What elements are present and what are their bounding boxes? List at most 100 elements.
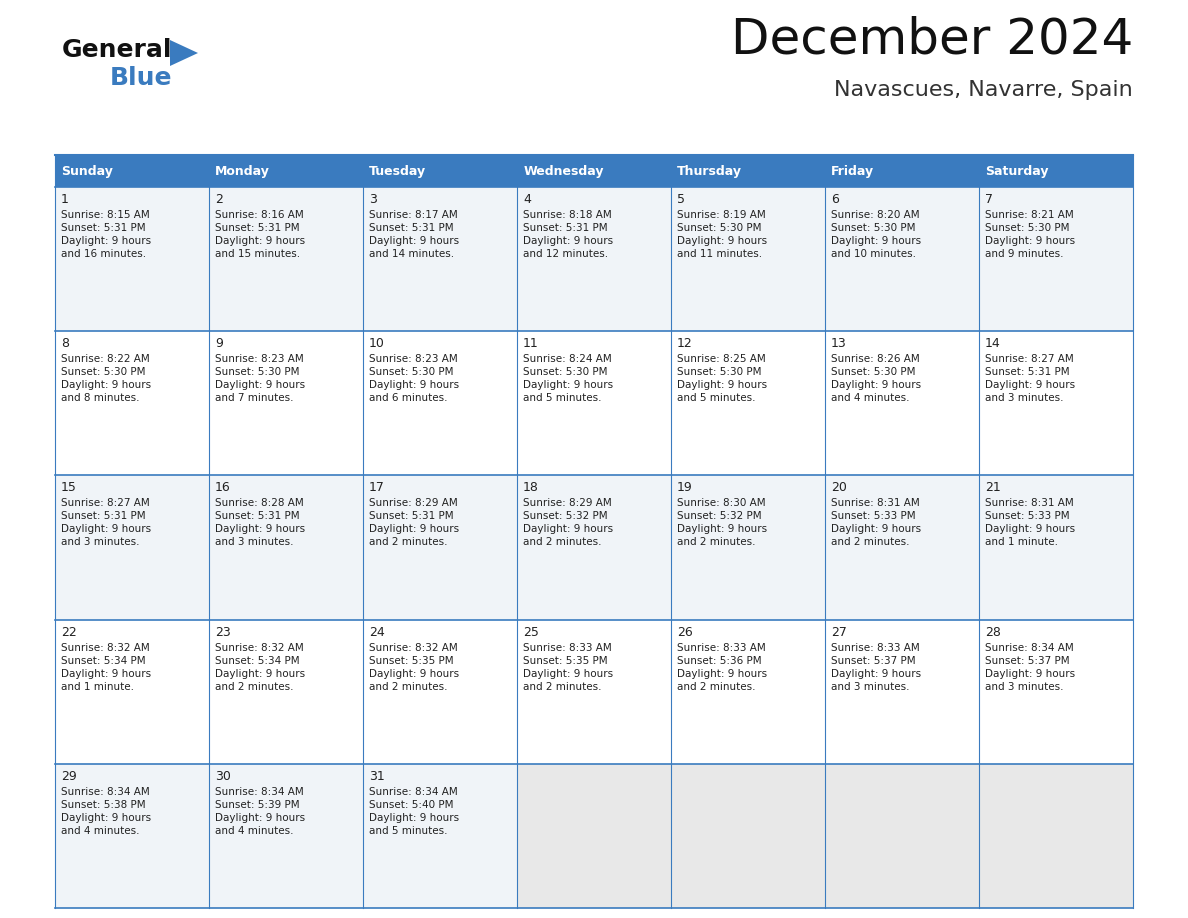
- Text: Sunrise: 8:32 AM: Sunrise: 8:32 AM: [215, 643, 304, 653]
- Text: Sunset: 5:37 PM: Sunset: 5:37 PM: [985, 655, 1069, 666]
- Bar: [364, 187, 517, 331]
- Text: and 8 minutes.: and 8 minutes.: [61, 393, 140, 403]
- Text: Sunrise: 8:33 AM: Sunrise: 8:33 AM: [523, 643, 612, 653]
- Text: Sunset: 5:31 PM: Sunset: 5:31 PM: [61, 511, 146, 521]
- Bar: [979, 155, 1133, 187]
- Text: 6: 6: [832, 193, 839, 206]
- Text: Daylight: 9 hours: Daylight: 9 hours: [832, 380, 921, 390]
- Text: and 3 minutes.: and 3 minutes.: [985, 681, 1063, 691]
- Bar: [364, 331, 517, 476]
- Text: Daylight: 9 hours: Daylight: 9 hours: [369, 668, 460, 678]
- Text: and 11 minutes.: and 11 minutes.: [677, 249, 763, 259]
- Text: Daylight: 9 hours: Daylight: 9 hours: [215, 524, 305, 534]
- Bar: [209, 187, 364, 331]
- Bar: [979, 620, 1133, 764]
- Text: Sunset: 5:32 PM: Sunset: 5:32 PM: [523, 511, 608, 521]
- Text: Sunset: 5:30 PM: Sunset: 5:30 PM: [985, 223, 1069, 233]
- Bar: [824, 620, 979, 764]
- Text: and 9 minutes.: and 9 minutes.: [985, 249, 1063, 259]
- Text: Monday: Monday: [215, 164, 270, 177]
- Text: Daylight: 9 hours: Daylight: 9 hours: [832, 524, 921, 534]
- Text: 13: 13: [832, 337, 847, 350]
- Text: 29: 29: [61, 770, 77, 783]
- Text: and 12 minutes.: and 12 minutes.: [523, 249, 608, 259]
- Text: Sunset: 5:33 PM: Sunset: 5:33 PM: [832, 511, 916, 521]
- Bar: [364, 764, 517, 908]
- Text: Daylight: 9 hours: Daylight: 9 hours: [215, 668, 305, 678]
- Text: Sunrise: 8:31 AM: Sunrise: 8:31 AM: [985, 498, 1074, 509]
- Text: Daylight: 9 hours: Daylight: 9 hours: [61, 380, 151, 390]
- Text: Daylight: 9 hours: Daylight: 9 hours: [677, 236, 767, 246]
- Text: Sunrise: 8:34 AM: Sunrise: 8:34 AM: [61, 787, 150, 797]
- Bar: [979, 476, 1133, 620]
- Text: December 2024: December 2024: [731, 15, 1133, 63]
- Bar: [824, 764, 979, 908]
- Text: Daylight: 9 hours: Daylight: 9 hours: [832, 236, 921, 246]
- Text: Sunrise: 8:22 AM: Sunrise: 8:22 AM: [61, 354, 150, 364]
- Bar: [55, 331, 209, 476]
- Bar: [55, 764, 209, 908]
- Bar: [364, 620, 517, 764]
- Text: 26: 26: [677, 625, 693, 639]
- Text: 17: 17: [369, 481, 385, 495]
- Text: 23: 23: [215, 625, 230, 639]
- Text: Sunrise: 8:27 AM: Sunrise: 8:27 AM: [61, 498, 150, 509]
- Text: Sunset: 5:30 PM: Sunset: 5:30 PM: [369, 367, 454, 377]
- Text: and 2 minutes.: and 2 minutes.: [215, 681, 293, 691]
- Text: Sunset: 5:32 PM: Sunset: 5:32 PM: [677, 511, 762, 521]
- Bar: [517, 476, 671, 620]
- Text: 28: 28: [985, 625, 1001, 639]
- Bar: [209, 331, 364, 476]
- Text: 1: 1: [61, 193, 69, 206]
- Text: Daylight: 9 hours: Daylight: 9 hours: [677, 668, 767, 678]
- Text: and 15 minutes.: and 15 minutes.: [215, 249, 301, 259]
- Text: Sunrise: 8:33 AM: Sunrise: 8:33 AM: [832, 643, 920, 653]
- Text: Sunrise: 8:28 AM: Sunrise: 8:28 AM: [215, 498, 304, 509]
- Polygon shape: [170, 40, 198, 66]
- Text: General: General: [62, 38, 172, 62]
- Bar: [209, 620, 364, 764]
- Bar: [979, 764, 1133, 908]
- Text: Daylight: 9 hours: Daylight: 9 hours: [369, 380, 460, 390]
- Text: and 2 minutes.: and 2 minutes.: [677, 537, 756, 547]
- Text: Daylight: 9 hours: Daylight: 9 hours: [985, 668, 1075, 678]
- Text: Sunset: 5:30 PM: Sunset: 5:30 PM: [677, 367, 762, 377]
- Bar: [209, 764, 364, 908]
- Text: Daylight: 9 hours: Daylight: 9 hours: [677, 380, 767, 390]
- Bar: [671, 155, 824, 187]
- Text: Daylight: 9 hours: Daylight: 9 hours: [61, 236, 151, 246]
- Text: Sunset: 5:37 PM: Sunset: 5:37 PM: [832, 655, 916, 666]
- Text: 16: 16: [215, 481, 230, 495]
- Bar: [824, 331, 979, 476]
- Bar: [517, 620, 671, 764]
- Text: and 2 minutes.: and 2 minutes.: [832, 537, 910, 547]
- Text: Sunrise: 8:29 AM: Sunrise: 8:29 AM: [369, 498, 457, 509]
- Text: Daylight: 9 hours: Daylight: 9 hours: [369, 812, 460, 823]
- Text: Tuesday: Tuesday: [369, 164, 426, 177]
- Text: and 1 minute.: and 1 minute.: [985, 537, 1059, 547]
- Text: and 5 minutes.: and 5 minutes.: [523, 393, 601, 403]
- Text: Daylight: 9 hours: Daylight: 9 hours: [985, 524, 1075, 534]
- Text: Daylight: 9 hours: Daylight: 9 hours: [523, 524, 613, 534]
- Text: and 3 minutes.: and 3 minutes.: [61, 537, 140, 547]
- Bar: [671, 187, 824, 331]
- Bar: [671, 764, 824, 908]
- Text: Sunset: 5:30 PM: Sunset: 5:30 PM: [677, 223, 762, 233]
- Text: Daylight: 9 hours: Daylight: 9 hours: [369, 524, 460, 534]
- Text: 20: 20: [832, 481, 847, 495]
- Text: Daylight: 9 hours: Daylight: 9 hours: [61, 812, 151, 823]
- Text: Sunrise: 8:25 AM: Sunrise: 8:25 AM: [677, 354, 766, 364]
- Bar: [55, 476, 209, 620]
- Text: 30: 30: [215, 770, 230, 783]
- Text: Sunrise: 8:23 AM: Sunrise: 8:23 AM: [215, 354, 304, 364]
- Bar: [824, 187, 979, 331]
- Text: Sunset: 5:35 PM: Sunset: 5:35 PM: [523, 655, 608, 666]
- Text: Sunset: 5:38 PM: Sunset: 5:38 PM: [61, 800, 146, 810]
- Text: 8: 8: [61, 337, 69, 350]
- Text: and 2 minutes.: and 2 minutes.: [677, 681, 756, 691]
- Text: Sunrise: 8:26 AM: Sunrise: 8:26 AM: [832, 354, 920, 364]
- Text: and 5 minutes.: and 5 minutes.: [677, 393, 756, 403]
- Bar: [824, 155, 979, 187]
- Text: and 2 minutes.: and 2 minutes.: [369, 537, 448, 547]
- Text: Sunrise: 8:29 AM: Sunrise: 8:29 AM: [523, 498, 612, 509]
